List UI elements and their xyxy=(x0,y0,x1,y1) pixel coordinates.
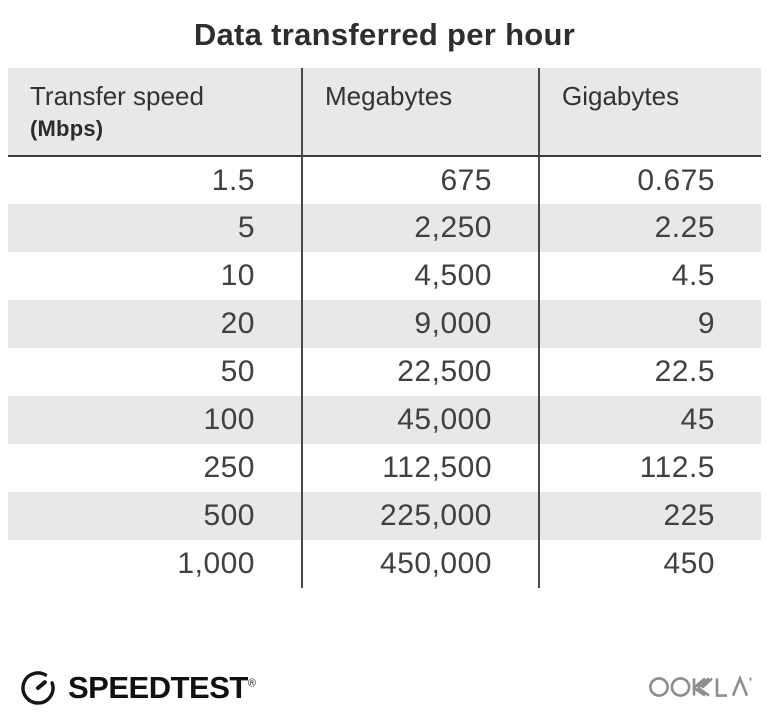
header-gigabytes: Gigabytes xyxy=(538,68,761,157)
cell-megabytes: 45,000 xyxy=(301,396,539,444)
table-row: 1.5 675 0.675 xyxy=(8,156,761,204)
table-row: 10 4,500 4.5 xyxy=(8,252,761,300)
page-title: Data transferred per hour xyxy=(193,17,576,52)
table-row: 1,000 450,000 450 xyxy=(8,540,761,588)
table-row: 20 9,000 9 xyxy=(8,300,761,348)
cell-gigabytes: 4.5 xyxy=(538,252,761,300)
data-table: Transfer speed (Mbps) Megabytes Gigabyte… xyxy=(8,68,761,588)
footer: SPEEDTEST® xyxy=(0,667,769,707)
table-row: 500 225,000 225 xyxy=(8,492,761,540)
cell-speed: 10 xyxy=(220,259,255,292)
cell-gigabytes: 45 xyxy=(538,396,761,444)
speedtest-label: SPEEDTEST xyxy=(68,669,248,705)
header-transfer-speed-unit: (Mbps) xyxy=(30,116,104,142)
table-header-row: Transfer speed (Mbps) Megabytes Gigabyte… xyxy=(8,68,761,157)
cell-gigabytes: 0.675 xyxy=(538,156,761,204)
cell-megabytes: 22,500 xyxy=(301,348,539,396)
cell-speed: 50 xyxy=(220,355,255,388)
cell-gigabytes: 9 xyxy=(538,300,761,348)
cell-gigabytes: 450 xyxy=(538,540,761,588)
cell-megabytes: 225,000 xyxy=(301,492,539,540)
ookla-logo xyxy=(649,669,753,706)
cell-gigabytes: 112.5 xyxy=(538,444,761,492)
cell-megabytes: 112,500 xyxy=(301,444,539,492)
cell-speed: 1.5 xyxy=(211,163,255,197)
header-transfer-speed: Transfer speed (Mbps) xyxy=(8,68,302,157)
cell-megabytes: 9,000 xyxy=(301,300,539,348)
cell-gigabytes: 22.5 xyxy=(538,348,761,396)
cell-speed: 1,000 xyxy=(177,547,255,580)
table-row: 50 22,500 22.5 xyxy=(8,348,761,396)
speedtest-wordmark: SPEEDTEST® xyxy=(68,669,256,705)
cell-speed: 100 xyxy=(8,396,302,444)
cell-gigabytes: 225 xyxy=(538,492,761,540)
cell-speed: 5 xyxy=(8,204,302,252)
cell-speed: 250 xyxy=(203,451,255,484)
cell-megabytes: 4,500 xyxy=(301,252,539,300)
table-row: 100 45,000 45 xyxy=(8,396,761,444)
cell-megabytes: 450,000 xyxy=(301,540,539,588)
registered-mark: ® xyxy=(247,677,256,690)
header-megabytes: Megabytes xyxy=(301,68,539,157)
cell-speed: 20 xyxy=(8,300,302,348)
speedtest-logo: SPEEDTEST® xyxy=(18,667,256,707)
speedtest-gauge-icon xyxy=(18,667,58,707)
cell-speed: 500 xyxy=(8,492,302,540)
cell-megabytes: 675 xyxy=(301,156,539,204)
table-row: 250 112,500 112.5 xyxy=(8,444,761,492)
header-transfer-speed-label: Transfer speed xyxy=(30,81,204,111)
cell-megabytes: 2,250 xyxy=(301,204,539,252)
table-row: 5 2,250 2.25 xyxy=(8,204,761,252)
cell-gigabytes: 2.25 xyxy=(538,204,761,252)
